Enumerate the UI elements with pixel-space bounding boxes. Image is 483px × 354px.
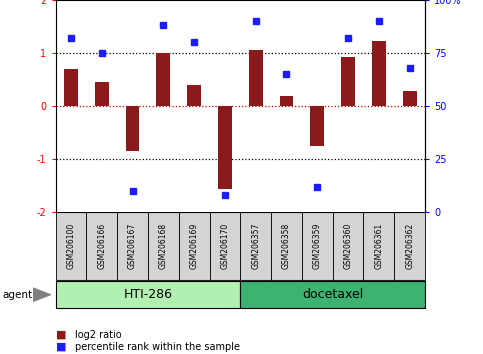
Bar [249,50,263,106]
Bar [56,281,241,308]
Text: percentile rank within the sample: percentile rank within the sample [75,342,240,352]
Text: GSM206360: GSM206360 [343,223,353,269]
Bar [156,53,170,106]
Text: GSM206359: GSM206359 [313,223,322,269]
Text: GSM206166: GSM206166 [97,223,106,269]
Text: HTI-286: HTI-286 [124,288,172,301]
Text: GSM206169: GSM206169 [190,223,199,269]
Text: GSM206167: GSM206167 [128,223,137,269]
Text: GSM206168: GSM206168 [159,223,168,269]
Bar [333,212,364,280]
Bar [311,106,324,146]
Bar [210,212,240,280]
Bar [56,212,86,280]
Text: GSM206361: GSM206361 [374,223,384,269]
Bar [117,212,148,280]
Bar [394,212,425,280]
Bar [240,281,425,308]
Bar [179,212,210,280]
Bar [271,212,302,280]
Bar [240,212,271,280]
Bar [187,85,201,106]
Bar [64,69,78,106]
Bar [364,212,394,280]
Bar [302,212,333,280]
Bar [126,106,140,152]
Polygon shape [33,287,51,302]
Bar [403,91,416,106]
Bar [372,41,386,106]
Text: GSM206358: GSM206358 [282,223,291,269]
Bar [95,82,109,106]
Text: docetaxel: docetaxel [302,288,363,301]
Text: ■: ■ [56,342,66,352]
Text: GSM206357: GSM206357 [251,223,260,269]
Text: ■: ■ [56,330,66,339]
Text: GSM206170: GSM206170 [220,223,229,269]
Bar [341,57,355,106]
Bar [148,212,179,280]
Text: log2 ratio: log2 ratio [75,330,122,339]
Text: GSM206100: GSM206100 [67,223,75,269]
Bar [86,212,117,280]
Text: agent: agent [2,290,32,300]
Bar [218,106,232,188]
Text: GSM206362: GSM206362 [405,223,414,269]
Bar [280,96,293,106]
